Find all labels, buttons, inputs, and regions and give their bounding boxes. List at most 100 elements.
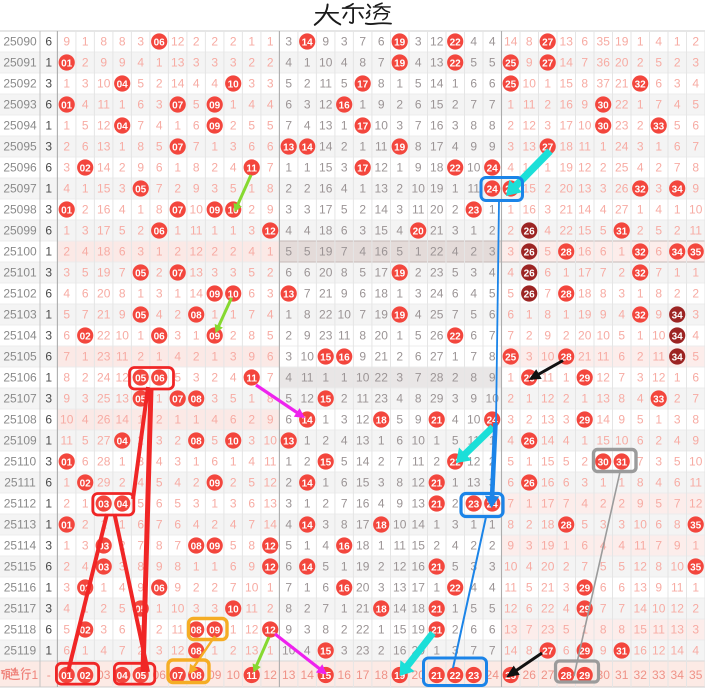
svg-text:5: 5 bbox=[341, 455, 348, 469]
svg-text:20: 20 bbox=[375, 329, 389, 343]
svg-text:32: 32 bbox=[635, 184, 647, 195]
svg-text:8: 8 bbox=[248, 539, 255, 553]
svg-text:25: 25 bbox=[505, 58, 517, 69]
svg-text:7: 7 bbox=[655, 98, 662, 112]
svg-text:06: 06 bbox=[154, 226, 166, 237]
svg-text:23: 23 bbox=[375, 392, 389, 406]
svg-text:1: 1 bbox=[378, 434, 385, 448]
svg-text:2: 2 bbox=[156, 413, 163, 427]
svg-text:22: 22 bbox=[97, 329, 111, 343]
svg-text:14: 14 bbox=[302, 142, 314, 153]
svg-text:1: 1 bbox=[248, 182, 255, 196]
svg-text:14: 14 bbox=[264, 518, 278, 532]
svg-text:23: 23 bbox=[97, 350, 111, 364]
svg-text:4: 4 bbox=[563, 602, 570, 616]
svg-text:1: 1 bbox=[489, 518, 496, 532]
svg-text:4: 4 bbox=[119, 203, 126, 217]
svg-text:29: 29 bbox=[579, 583, 591, 594]
svg-text:14: 14 bbox=[171, 77, 185, 91]
svg-text:25: 25 bbox=[615, 161, 629, 175]
svg-text:08: 08 bbox=[191, 436, 203, 447]
svg-text:3: 3 bbox=[304, 623, 311, 637]
svg-text:3: 3 bbox=[322, 518, 329, 532]
svg-text:35: 35 bbox=[690, 562, 702, 573]
svg-text:10: 10 bbox=[116, 329, 130, 343]
svg-text:7: 7 bbox=[341, 497, 348, 511]
svg-text:13: 13 bbox=[283, 436, 295, 447]
svg-text:2: 2 bbox=[544, 182, 551, 196]
svg-text:1: 1 bbox=[193, 329, 200, 343]
svg-text:12: 12 bbox=[689, 497, 703, 511]
svg-text:6: 6 bbox=[63, 644, 70, 658]
svg-text:17: 17 bbox=[356, 668, 370, 682]
svg-text:17: 17 bbox=[375, 266, 389, 280]
svg-text:31: 31 bbox=[616, 646, 628, 657]
svg-text:14: 14 bbox=[356, 455, 370, 469]
svg-text:8: 8 bbox=[507, 518, 514, 532]
svg-text:3: 3 bbox=[174, 329, 181, 343]
svg-text:27: 27 bbox=[430, 350, 444, 364]
svg-text:6: 6 bbox=[304, 266, 311, 280]
svg-text:25117: 25117 bbox=[4, 602, 37, 616]
svg-text:16: 16 bbox=[356, 497, 370, 511]
svg-text:15: 15 bbox=[356, 476, 370, 490]
svg-text:3: 3 bbox=[119, 182, 126, 196]
svg-text:1: 1 bbox=[230, 224, 237, 238]
svg-text:4: 4 bbox=[304, 119, 311, 133]
svg-text:1: 1 bbox=[304, 581, 311, 595]
svg-text:27: 27 bbox=[97, 434, 111, 448]
svg-text:3: 3 bbox=[63, 266, 70, 280]
svg-text:1: 1 bbox=[526, 497, 533, 511]
svg-text:9: 9 bbox=[248, 560, 255, 574]
svg-text:10: 10 bbox=[652, 602, 666, 616]
svg-text:6: 6 bbox=[211, 455, 218, 469]
svg-text:07: 07 bbox=[172, 671, 184, 682]
svg-text:2: 2 bbox=[304, 77, 311, 91]
svg-text:12: 12 bbox=[523, 119, 537, 133]
svg-text:2: 2 bbox=[341, 392, 348, 406]
svg-text:14: 14 bbox=[319, 140, 333, 154]
svg-text:25114: 25114 bbox=[4, 539, 37, 553]
svg-text:22: 22 bbox=[375, 371, 389, 385]
svg-text:18: 18 bbox=[430, 161, 444, 175]
svg-text:1: 1 bbox=[341, 371, 348, 385]
svg-text:36: 36 bbox=[597, 56, 611, 70]
svg-text:25112: 25112 bbox=[4, 497, 37, 511]
svg-text:1: 1 bbox=[433, 518, 440, 532]
svg-text:9: 9 bbox=[248, 350, 255, 364]
svg-text:11: 11 bbox=[412, 455, 425, 469]
svg-text:2: 2 bbox=[692, 602, 699, 616]
svg-text:11: 11 bbox=[689, 476, 702, 490]
svg-text:13: 13 bbox=[541, 413, 555, 427]
svg-text:2: 2 bbox=[359, 203, 366, 217]
svg-text:1: 1 bbox=[285, 161, 292, 175]
svg-text:1: 1 bbox=[267, 35, 274, 49]
svg-text:19: 19 bbox=[394, 142, 406, 153]
svg-text:7: 7 bbox=[156, 518, 163, 532]
svg-text:1: 1 bbox=[82, 497, 89, 511]
svg-text:02: 02 bbox=[80, 625, 92, 636]
svg-text:13: 13 bbox=[634, 581, 648, 595]
svg-text:14: 14 bbox=[412, 518, 426, 532]
svg-text:11: 11 bbox=[60, 434, 73, 448]
svg-text:3: 3 bbox=[692, 623, 699, 637]
svg-text:05: 05 bbox=[135, 373, 147, 384]
svg-text:25106: 25106 bbox=[3, 371, 37, 385]
svg-text:13: 13 bbox=[116, 392, 130, 406]
svg-text:21: 21 bbox=[431, 478, 443, 489]
svg-text:6: 6 bbox=[45, 350, 52, 364]
svg-text:22: 22 bbox=[615, 98, 629, 112]
svg-text:06: 06 bbox=[154, 331, 166, 342]
svg-text:5: 5 bbox=[63, 308, 70, 322]
svg-text:8: 8 bbox=[156, 539, 163, 553]
svg-text:9: 9 bbox=[322, 35, 329, 49]
svg-text:3: 3 bbox=[544, 203, 551, 217]
svg-text:07: 07 bbox=[172, 394, 184, 405]
svg-text:3: 3 bbox=[285, 497, 292, 511]
svg-text:3: 3 bbox=[507, 140, 514, 154]
svg-text:7: 7 bbox=[507, 329, 514, 343]
svg-text:25: 25 bbox=[505, 79, 517, 90]
svg-text:2: 2 bbox=[563, 392, 570, 406]
svg-text:01: 01 bbox=[61, 205, 73, 216]
svg-text:14: 14 bbox=[301, 668, 315, 682]
